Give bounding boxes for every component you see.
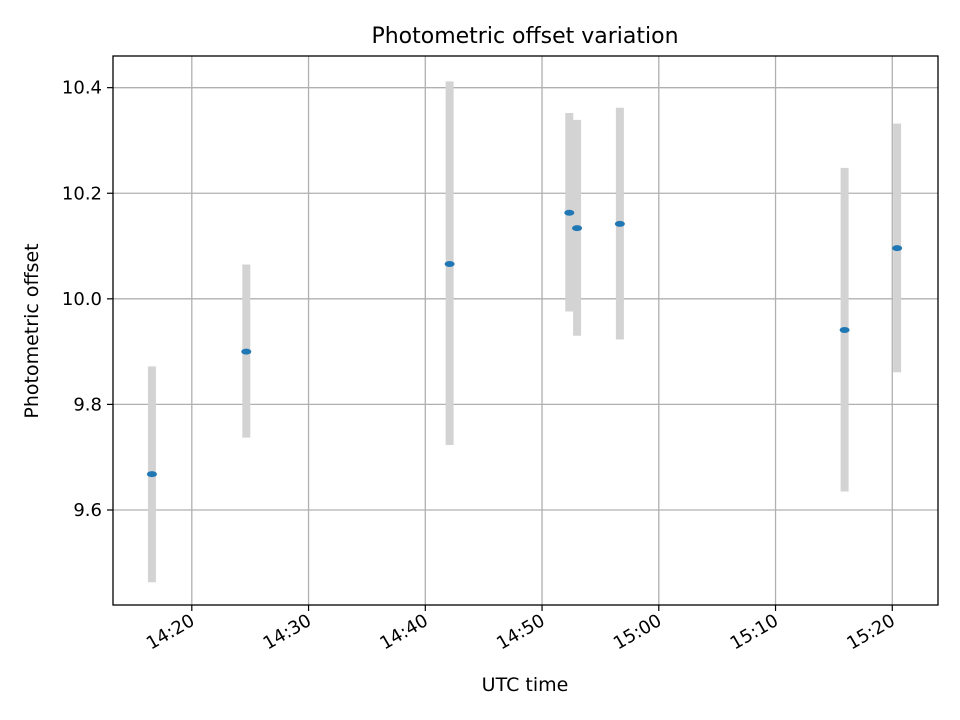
plot-frame xyxy=(112,55,939,606)
data-point xyxy=(564,209,575,216)
y-tick-label: 10.0 xyxy=(62,289,102,310)
data-point xyxy=(839,326,850,333)
grid xyxy=(113,56,938,605)
x-axis-label: UTC time xyxy=(482,674,569,696)
data-point xyxy=(146,471,157,478)
y-tick-label: 9.6 xyxy=(73,500,102,521)
y-tick-label: 9.8 xyxy=(73,394,102,415)
data-point xyxy=(241,348,252,355)
data-points xyxy=(146,209,903,478)
data-point xyxy=(572,225,583,232)
data-point xyxy=(892,245,903,252)
y-tick-label: 10.4 xyxy=(62,78,102,99)
data-point xyxy=(614,220,625,227)
y-tick-label: 10.2 xyxy=(62,183,102,204)
y-axis-label: Photometric offset xyxy=(21,243,43,418)
chart-title: Photometric offset variation xyxy=(371,24,678,49)
data-point xyxy=(444,260,455,267)
